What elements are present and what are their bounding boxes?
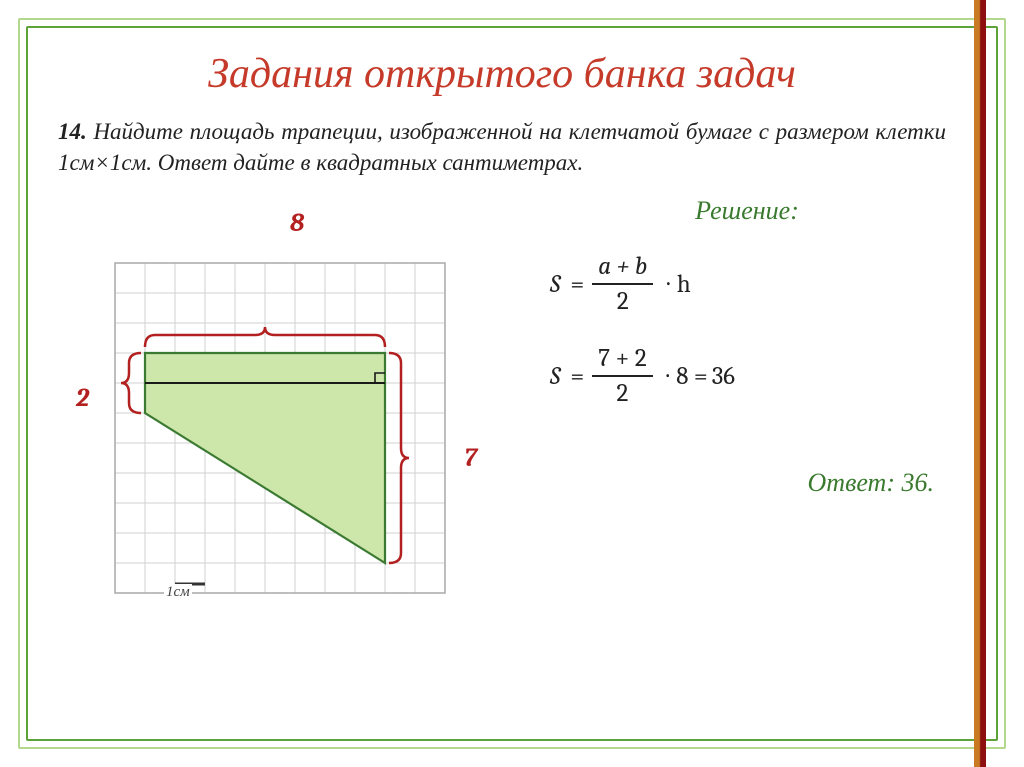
figure-svg <box>100 248 460 618</box>
dimension-left: 2 <box>76 383 89 413</box>
main-row: 8 2 7 <box>50 188 954 628</box>
formula-tail: ∙ h <box>665 270 691 299</box>
solution-column: Решение: S = a + b 2 ∙ h S = 7 + 2 2 <box>510 188 954 628</box>
formula-mid: ∙ 8 = <box>665 362 708 391</box>
slide: Задания открытого банка задач 14. Найдит… <box>0 0 1024 767</box>
fraction: a + b 2 <box>592 252 653 316</box>
frac-bot-2: 2 <box>617 377 629 408</box>
answer: Ответ: 36. <box>540 468 954 498</box>
problem-text: 14. Найдите площадь трапеции, изображенн… <box>58 116 946 178</box>
grid-wrap <box>100 248 460 618</box>
dimension-right: 7 <box>464 443 477 473</box>
frac-bot: 2 <box>617 285 629 316</box>
content-area: Задания открытого банка задач 14. Найдит… <box>50 40 954 727</box>
slide-title: Задания открытого банка задач <box>50 50 954 98</box>
formula-result: 36 <box>712 362 735 391</box>
unit-label: 1см <box>164 584 192 601</box>
figure-column: 8 2 7 <box>50 188 510 628</box>
answer-label: Ответ: <box>808 468 895 497</box>
formula-lhs: S <box>550 270 560 299</box>
fraction-2: 7 + 2 2 <box>592 344 652 408</box>
eq-sign-2: = <box>570 362 584 391</box>
answer-value: 36. <box>902 468 935 497</box>
problem-body: Найдите площадь трапеции, изображенной н… <box>58 119 946 175</box>
brace-right <box>389 353 409 563</box>
formula-general: S = a + b 2 ∙ h <box>550 252 954 316</box>
eq-sign: = <box>570 270 584 299</box>
decorative-stripe <box>974 0 986 767</box>
frac-top-2: 7 + 2 <box>592 344 652 377</box>
dimension-top: 8 <box>290 208 304 238</box>
solution-heading: Решение: <box>540 196 954 226</box>
formula-numeric: S = 7 + 2 2 ∙ 8 = 36 <box>550 344 954 408</box>
problem-number: 14. <box>58 119 87 144</box>
formula-lhs-2: S <box>550 362 560 391</box>
frac-top: a + b <box>592 252 653 285</box>
